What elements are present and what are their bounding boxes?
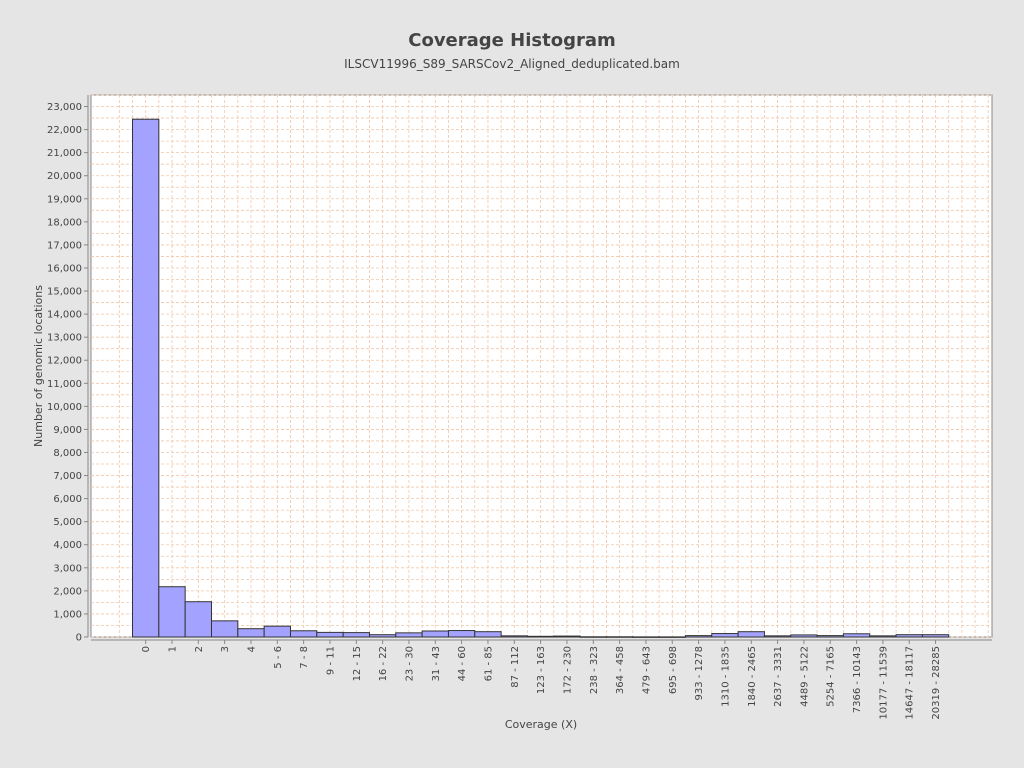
x-axis-ticks: 0 1 2 3 4 5 - 6 7 - 8 9 - 11 12 - 15 16 - 22 23 - … xyxy=(141,640,942,720)
y-tick-label: 0 xyxy=(76,633,82,644)
x-tick-label: 20319 - 28285 xyxy=(931,646,942,720)
x-tick-label: 364 - 458 xyxy=(615,646,626,694)
bar-12-15 xyxy=(342,632,370,638)
y-tick-label: 20,000 xyxy=(47,171,82,182)
y-tick-label: 5,000 xyxy=(53,517,82,528)
x-tick-label: 5254 - 7165 xyxy=(826,646,837,707)
bar-5254-7165 xyxy=(816,635,844,638)
y-tick-label: 3,000 xyxy=(53,563,82,574)
y-tick-label: 9,000 xyxy=(53,425,82,436)
x-axis-label: Coverage (X) xyxy=(505,718,577,731)
x-tick-label: 7366 - 10143 xyxy=(852,646,863,713)
bar-9-11 xyxy=(316,631,344,638)
y-tick-label: 13,000 xyxy=(47,333,82,344)
y-tick-label: 22,000 xyxy=(47,125,82,136)
bar-4 xyxy=(237,628,265,638)
bar-2 xyxy=(184,601,212,638)
x-tick-label: 695 - 698 xyxy=(668,646,679,694)
bar-4489-5122 xyxy=(790,634,818,638)
bar-10177-11539 xyxy=(869,635,897,638)
y-axis-label: Number of genomic locations xyxy=(32,285,45,447)
x-tick-label: 16 - 22 xyxy=(378,646,389,681)
bars xyxy=(132,118,950,638)
y-tick-label: 14,000 xyxy=(47,310,82,321)
x-tick-label: 2637 - 3331 xyxy=(773,646,784,707)
bar-0 xyxy=(132,118,160,638)
x-tick-label: 14647 - 18117 xyxy=(905,646,916,720)
bar-1840-2465 xyxy=(737,631,765,638)
y-tick-label: 6,000 xyxy=(53,494,82,505)
x-tick-label: 23 - 30 xyxy=(404,646,415,681)
bar-3 xyxy=(210,620,239,638)
x-tick-label: 123 - 163 xyxy=(536,646,547,694)
y-tick-label: 12,000 xyxy=(47,356,82,367)
y-tick-label: 1,000 xyxy=(53,609,82,620)
bar-364-458 xyxy=(605,636,634,638)
y-tick-label: 23,000 xyxy=(47,102,82,113)
x-tick-label: 3 xyxy=(220,646,231,652)
y-tick-label: 17,000 xyxy=(47,240,82,251)
y-tick-label: 4,000 xyxy=(53,540,82,551)
x-tick-label: 1840 - 2465 xyxy=(747,646,758,707)
x-tick-label: 5 - 6 xyxy=(273,646,284,669)
chart-subtitle: ILSCV11996_S89_SARSCov2_Aligned_deduplic… xyxy=(344,57,680,71)
x-tick-label: 238 - 323 xyxy=(589,646,600,694)
y-tick-label: 10,000 xyxy=(47,402,82,413)
x-tick-label: 933 - 1278 xyxy=(694,646,705,701)
bar-933-1278 xyxy=(684,635,713,638)
y-tick-label: 18,000 xyxy=(47,217,82,228)
x-tick-label: 12 - 15 xyxy=(352,646,363,681)
bar-16-22 xyxy=(368,634,397,638)
bar-695-698 xyxy=(658,636,686,638)
x-tick-label: 1310 - 1835 xyxy=(720,646,731,707)
x-tick-label: 4 xyxy=(246,646,257,652)
y-tick-label: 7,000 xyxy=(53,471,82,482)
bar-172-230 xyxy=(553,635,581,638)
x-tick-label: 44 - 60 xyxy=(457,646,468,681)
plot-area xyxy=(90,94,993,638)
x-tick-label: 172 - 230 xyxy=(562,646,573,694)
bar-20319-28285 xyxy=(921,634,950,638)
bar-5-6 xyxy=(263,625,291,638)
bar-1310-1835 xyxy=(711,633,739,638)
y-tick-label: 16,000 xyxy=(47,263,82,274)
x-tick-label: 2 xyxy=(194,646,205,652)
x-tick-label: 10177 - 11539 xyxy=(878,646,889,720)
bar-31-43 xyxy=(421,630,449,638)
bar-2637-3331 xyxy=(763,635,792,638)
x-tick-label: 61 - 85 xyxy=(483,646,494,681)
y-tick-label: 21,000 xyxy=(47,148,82,159)
y-tick-label: 2,000 xyxy=(53,586,82,597)
x-tick-label: 479 - 643 xyxy=(641,646,652,694)
x-tick-label: 0 xyxy=(141,646,152,652)
x-tick-label: 1 xyxy=(167,646,178,652)
bar-87-112 xyxy=(500,635,528,638)
x-tick-label: 7 - 8 xyxy=(299,646,310,669)
bar-1 xyxy=(158,586,186,638)
y-tick-label: 11,000 xyxy=(47,379,82,390)
bar-23-30 xyxy=(395,632,423,638)
bar-238-323 xyxy=(579,636,607,638)
chart-title: Coverage Histogram xyxy=(408,30,616,51)
grid-lines xyxy=(91,94,992,638)
x-tick-label: 87 - 112 xyxy=(510,646,521,688)
y-axis-ticks: 0 1,000 2,000 3,000 4,000 5,000 6,000 7,000 8,00… xyxy=(47,102,88,644)
bar-7366-10143 xyxy=(842,633,871,638)
y-tick-label: 15,000 xyxy=(47,287,82,298)
bar-479-643 xyxy=(632,636,660,638)
x-tick-label: 4489 - 5122 xyxy=(799,646,810,707)
bar-7-8 xyxy=(289,630,318,638)
x-tick-label: 9 - 11 xyxy=(325,646,336,675)
x-tick-label: 31 - 43 xyxy=(431,646,442,681)
bar-14647-18117 xyxy=(895,634,923,638)
bar-44-60 xyxy=(447,630,476,638)
bar-123-163 xyxy=(526,635,555,638)
y-tick-label: 19,000 xyxy=(47,194,82,205)
y-tick-label: 8,000 xyxy=(53,448,82,459)
bar-61-85 xyxy=(474,631,502,638)
